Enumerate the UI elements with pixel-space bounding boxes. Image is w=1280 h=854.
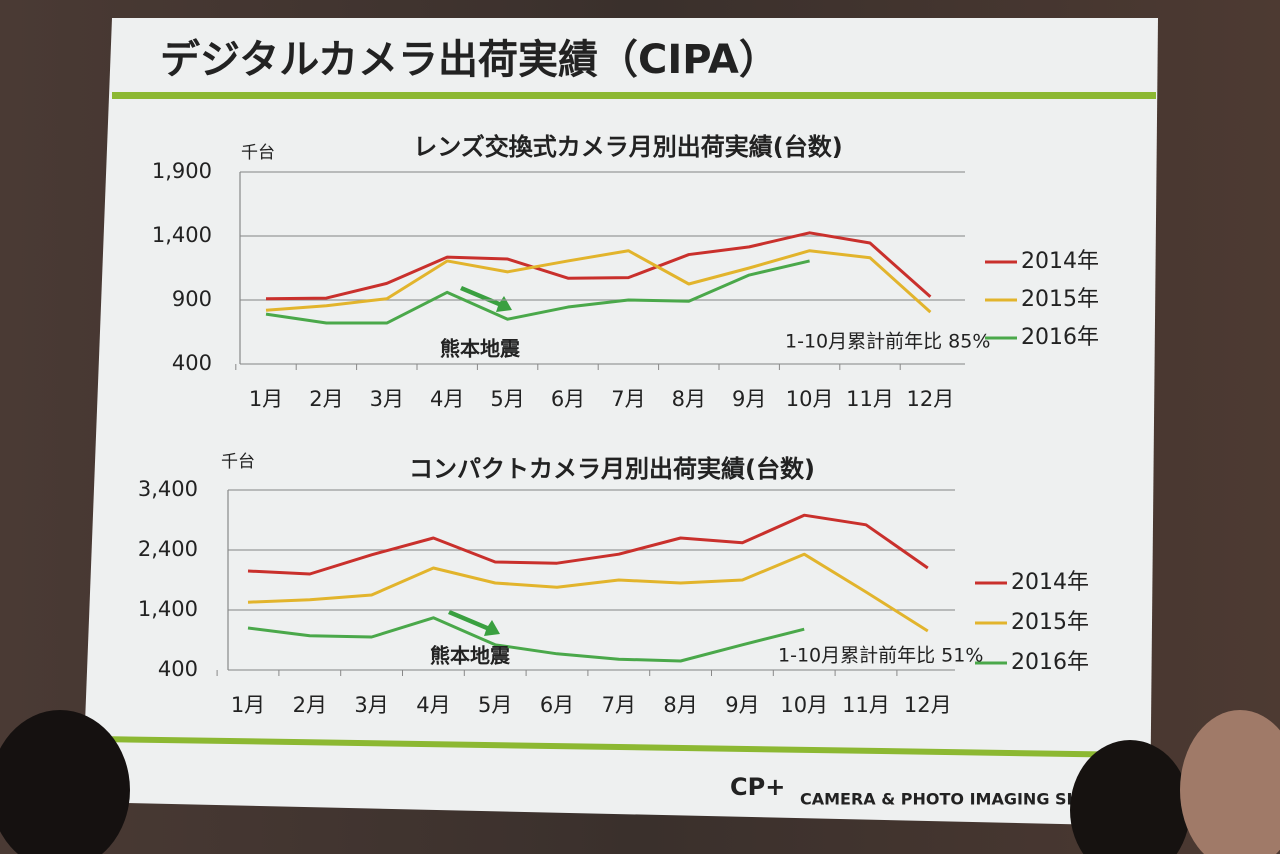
slide-title: デジタルカメラ出荷実績（CIPA）	[160, 37, 779, 83]
x-tick-label: 1月	[249, 387, 283, 411]
x-tick-label: 9月	[725, 693, 759, 717]
x-tick-label: 3月	[370, 387, 404, 411]
legend-label: 2015年	[1021, 287, 1099, 312]
annotation: 1-10月累計前年比 85%	[785, 331, 990, 353]
audience-head	[0, 710, 130, 854]
y-tick-label: 2,400	[138, 537, 198, 561]
x-tick-label: 12月	[907, 387, 955, 411]
series-line	[265, 231, 932, 301]
x-tick-label: 12月	[904, 693, 952, 717]
series-line	[247, 513, 929, 576]
legend-label: 2016年	[1021, 325, 1099, 350]
x-tick-label: 3月	[354, 693, 388, 717]
x-tick-label: 8月	[672, 387, 706, 411]
series-line	[265, 249, 932, 314]
x-tick-label: 4月	[430, 387, 464, 411]
annotation: 1-10月累計前年比 51%	[778, 645, 983, 667]
arrow	[460, 286, 512, 312]
slide	[82, 18, 1158, 826]
chart-title: コンパクトカメラ月別出荷実績(台数)	[409, 455, 815, 483]
y-unit: 千台	[241, 143, 275, 163]
y-tick-label: 1,400	[152, 223, 212, 247]
legend-label: 2014年	[1011, 570, 1089, 595]
y-unit: 千台	[221, 452, 255, 472]
series-line	[265, 259, 810, 325]
y-tick-label: 1,400	[138, 597, 198, 621]
x-tick-label: 9月	[732, 387, 766, 411]
x-tick-label: 6月	[540, 693, 574, 717]
y-tick-label: 3,400	[138, 477, 198, 501]
charts: レンズ交換式カメラ月別出荷実績(台数) 千台 400 900 1,400 1,900 1月 2…	[138, 133, 1099, 717]
x-tick-label: 6月	[551, 387, 585, 411]
legend-label: 2014年	[1021, 249, 1099, 274]
legend-label: 2015年	[1011, 610, 1089, 635]
x-tick-label: 1月	[231, 693, 265, 717]
annotation: 熊本地震	[440, 337, 521, 361]
x-tick-label: 8月	[663, 693, 697, 717]
x-tick-label: 7月	[611, 387, 645, 411]
series-line	[247, 616, 805, 663]
legend-label: 2016年	[1011, 650, 1089, 675]
x-tick-label: 5月	[478, 693, 512, 717]
chart-title: レンズ交換式カメラ月別出荷実績(台数)	[413, 133, 842, 161]
footer-text: CAMERA & PHOTO IMAGING SHO	[800, 790, 1094, 809]
annotation: 熊本地震	[430, 644, 511, 668]
audience-head	[1070, 740, 1190, 854]
x-tick-label: 5月	[490, 387, 524, 411]
footer-rule	[96, 736, 1140, 758]
arrow	[448, 610, 500, 636]
x-tick-label: 4月	[416, 693, 450, 717]
y-tick-label: 400	[158, 657, 198, 681]
y-tick-label: 1,900	[152, 159, 212, 183]
x-tick-label: 2月	[309, 387, 343, 411]
x-tick-label: 10月	[780, 693, 828, 717]
x-tick-label: 10月	[786, 387, 834, 411]
x-tick-label: 7月	[602, 693, 636, 717]
y-tick-label: 400	[172, 351, 212, 375]
x-tick-label: 2月	[293, 693, 327, 717]
footer-logo: CP+	[730, 773, 785, 801]
x-tick-label: 11月	[842, 693, 890, 717]
title-rule	[112, 92, 1156, 99]
y-tick-label: 900	[172, 287, 212, 311]
x-tick-label: 11月	[846, 387, 894, 411]
series-line	[247, 552, 929, 633]
audience-head	[1180, 710, 1280, 854]
